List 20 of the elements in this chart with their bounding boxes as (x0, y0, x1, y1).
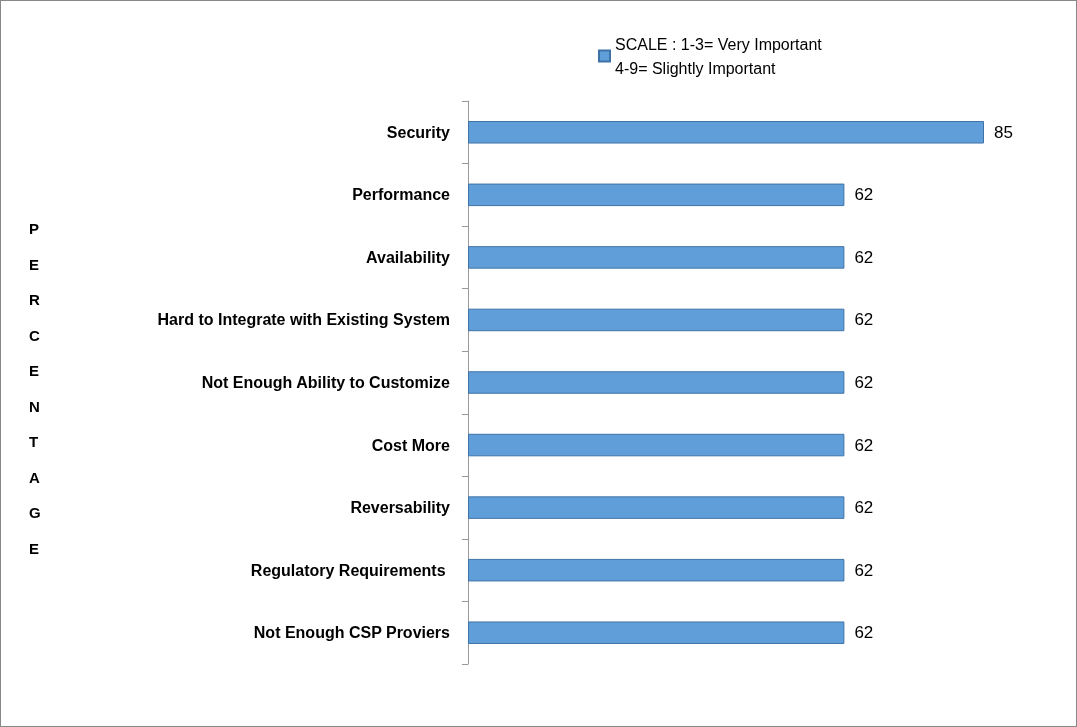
data-label: 62 (854, 560, 874, 580)
data-label: 62 (854, 247, 874, 267)
data-label: 62 (854, 435, 874, 455)
y-tick-label: Cost More (371, 436, 451, 454)
data-label: 62 (854, 498, 874, 518)
data-label: 62 (854, 310, 874, 330)
y-tick-label: Not Enough CSP Proviers (253, 624, 451, 642)
y-tick-label: Hard to Integrate with Existing System (157, 311, 450, 329)
data-label: 62 (854, 185, 874, 205)
y-tick-label: Availability (366, 248, 451, 266)
data-label: 85 (994, 122, 1013, 142)
y-tick-label: Regulatory Requirements (250, 561, 450, 579)
data-label: 62 (854, 373, 874, 392)
y-tick-label: Not Enough Ability to Customize (201, 374, 451, 391)
text: PERCENTAGE (29, 220, 41, 557)
y-tick-label: Performance (352, 186, 451, 204)
legend-label: SCALE : 1-3= Very Important 4-9= Slightly Important (615, 35, 823, 77)
data-label: 62 (854, 623, 874, 643)
y-tick-label: Security (386, 123, 451, 141)
y-tick-label: Reversability (350, 499, 451, 517)
